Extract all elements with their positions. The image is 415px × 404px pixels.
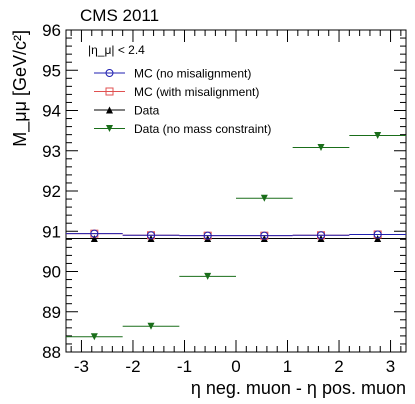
y-tick-label: 94 [42, 102, 61, 121]
data-point [204, 272, 212, 280]
x-axis-label: η neg. muon - η pos. muon [191, 378, 406, 398]
data-marks [66, 131, 406, 341]
data-point [260, 234, 268, 242]
x-tick-label: -2 [125, 357, 140, 376]
legend-label: MC (no misalignment) [134, 67, 251, 81]
y-tick-label: 93 [42, 142, 61, 161]
data-point [317, 231, 325, 240]
x-tick-label: 1 [283, 357, 292, 376]
y-tick-label: 92 [42, 182, 61, 201]
x-tick-label: -3 [74, 357, 89, 376]
data-point [204, 234, 212, 242]
data-point [90, 333, 98, 341]
y-axis-label: M_μμ [GeV/c²] [10, 30, 31, 147]
y-tick-label: 96 [42, 21, 61, 40]
data-point [90, 234, 98, 242]
legend-marker [106, 106, 113, 114]
y-tick-label: 90 [42, 263, 61, 282]
legend-marker [105, 69, 114, 77]
series-0 [66, 229, 406, 240]
legend: MC (no misalignment) MC (with misalignmen… [94, 67, 271, 136]
data-point [317, 144, 325, 152]
data-point [374, 234, 382, 242]
data-point [147, 322, 155, 330]
y-tick-label: 89 [42, 303, 61, 322]
x-tick-label: -1 [177, 357, 192, 376]
data-point [373, 230, 382, 239]
data-point [260, 194, 268, 202]
legend-marker [106, 125, 113, 132]
data-point [147, 231, 155, 240]
y-tick-label: 95 [42, 61, 61, 80]
y-tick-label: 88 [42, 343, 61, 362]
legend-label: Data [134, 104, 160, 118]
y-tick-label: 91 [42, 222, 61, 241]
data-point [203, 231, 212, 240]
x-tick-label: 3 [386, 357, 395, 376]
x-tick-label: 2 [334, 357, 343, 376]
data-point [90, 229, 99, 238]
legend-label: MC (with misalignment) [134, 85, 259, 99]
data-point [374, 131, 382, 139]
data-point [260, 231, 269, 240]
x-tick-label: 0 [231, 357, 240, 376]
legend-marker [105, 87, 114, 96]
eta-annotation: |η_μ| < 2.4 [88, 43, 145, 57]
chart-title: CMS 2011 [80, 6, 159, 25]
axis-ticks: -3 -2 -1 0 1 2 3 88 89 90 91 92 93 94 95 96 [42, 21, 406, 376]
legend-label: Data (no mass constraint) [134, 122, 271, 136]
series-3 [66, 131, 406, 341]
